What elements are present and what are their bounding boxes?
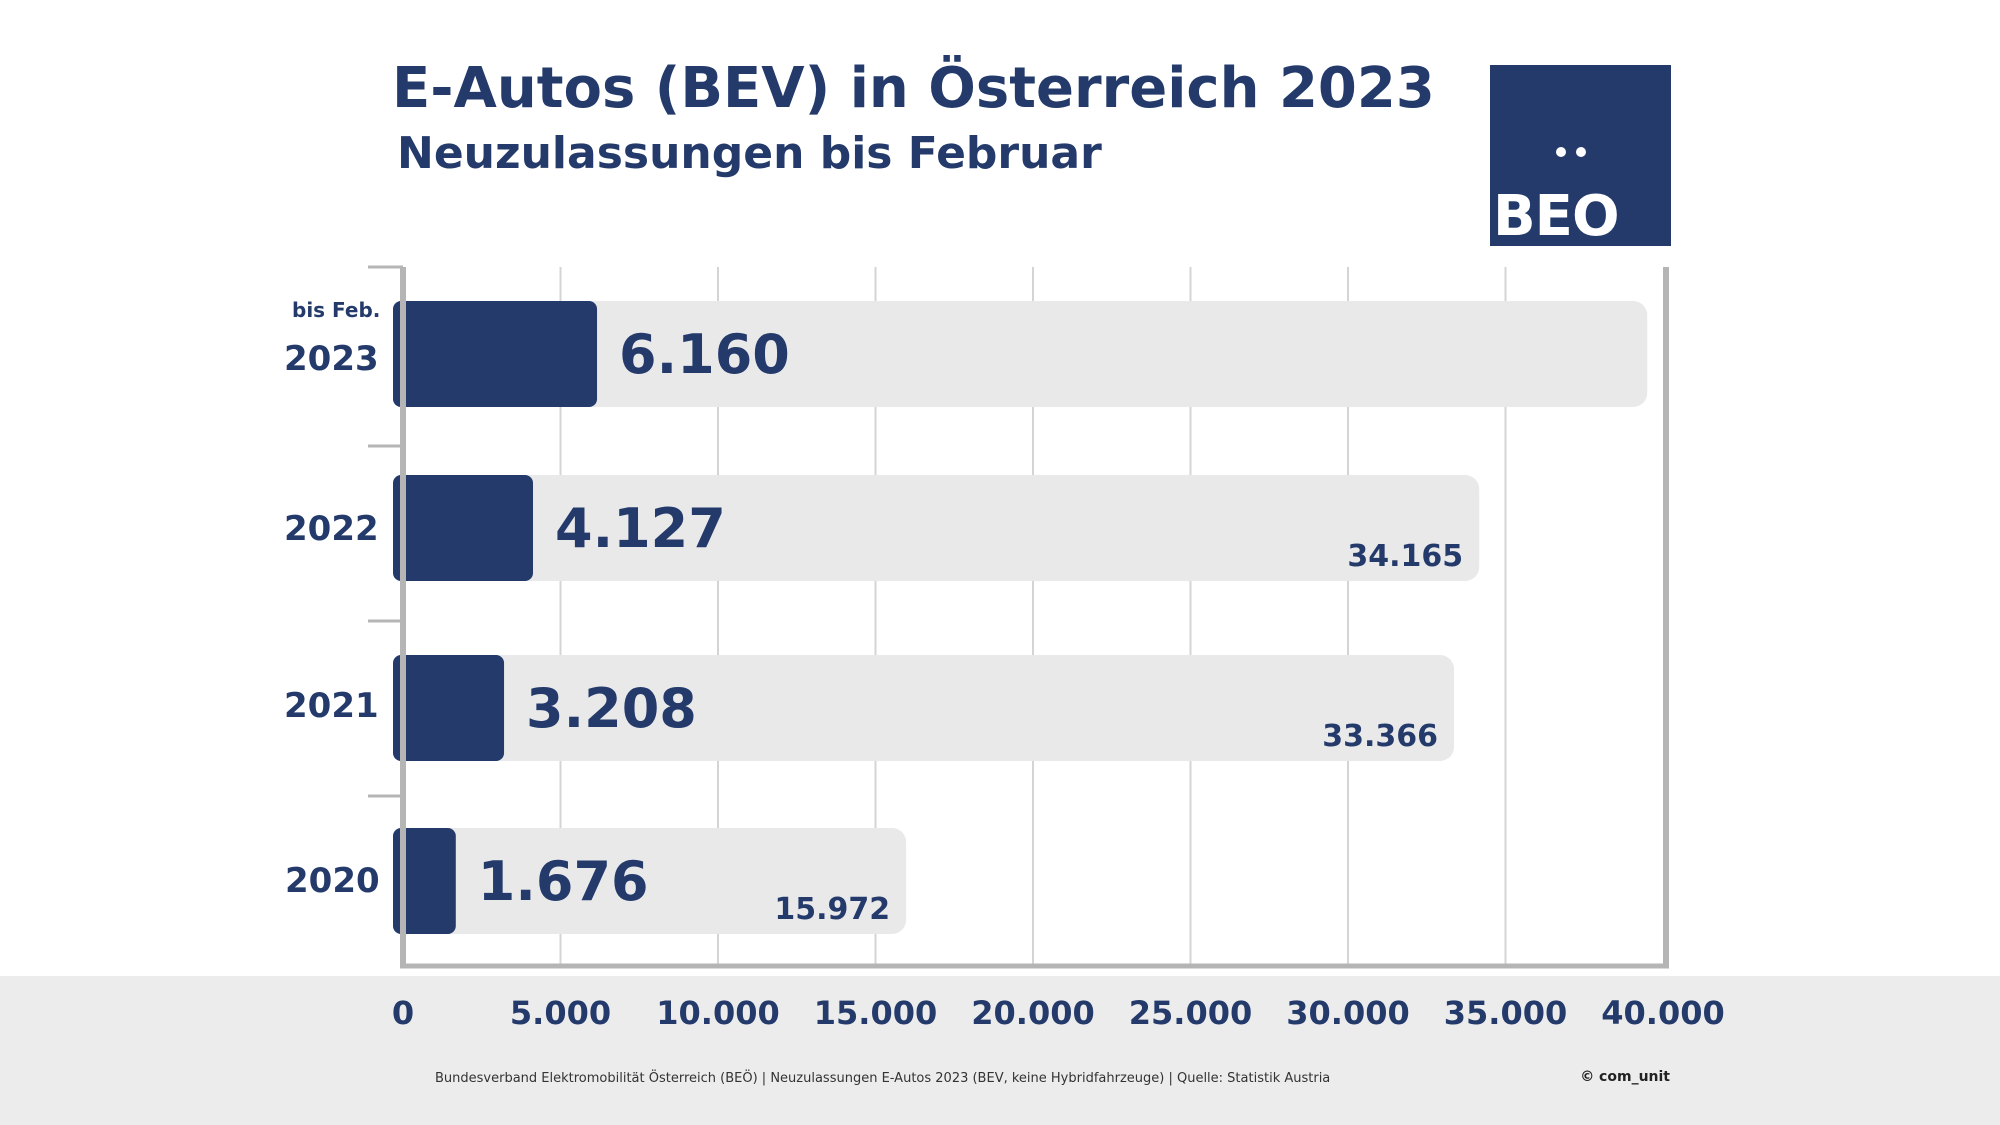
bar-total-label: 33.366: [1322, 719, 1438, 754]
bar-value: [393, 475, 534, 581]
bar-value-label: 3.208: [526, 677, 697, 740]
bar-value-label: 6.160: [619, 323, 790, 386]
logo-dots-icon: [1556, 147, 1616, 167]
bar-value-label: 4.127: [555, 497, 726, 560]
bar-value: [393, 301, 598, 407]
logo-text: BEO: [1493, 184, 1620, 249]
x-tick-label: 40.000: [1601, 994, 1724, 1032]
bar-total: [393, 475, 1480, 581]
bar-total: [393, 655, 1455, 761]
x-tick-label: 35.000: [1444, 994, 1567, 1032]
bar-total-label: 34.165: [1347, 539, 1463, 574]
x-tick-label: 0: [392, 994, 414, 1032]
bar-total: [393, 828, 907, 934]
category-label: 2020: [285, 861, 380, 901]
footer-band: [0, 976, 2000, 1125]
bar-value-label: 1.676: [478, 850, 649, 913]
x-tick-label: 20.000: [971, 994, 1094, 1032]
x-tick-label: 15.000: [814, 994, 937, 1032]
copyright: © com_unit: [1580, 1069, 1670, 1085]
x-tick-label: 30.000: [1286, 994, 1409, 1032]
bar-total-label: 15.972: [774, 892, 890, 927]
bar-value: [393, 828, 456, 934]
beo-logo: BEO: [1490, 65, 1671, 249]
chart-title: E-Autos (BEV) in Österreich 2023: [392, 56, 1435, 121]
chart-subtitle: Neuzulassungen bis Februar: [397, 128, 1102, 179]
x-tick-label: 25.000: [1129, 994, 1252, 1032]
category-label: 2023: [284, 339, 379, 379]
bar-value: [393, 655, 505, 761]
category-label: 2022: [284, 509, 379, 549]
category-note: bis Feb.: [292, 298, 381, 322]
x-tick-label: 5.000: [510, 994, 611, 1032]
bar-total: [393, 301, 1648, 407]
footer-note: Bundesverband Elektromobilität Österreic…: [435, 1071, 1331, 1086]
category-label: 2021: [284, 686, 379, 726]
x-tick-label: 10.000: [656, 994, 779, 1032]
